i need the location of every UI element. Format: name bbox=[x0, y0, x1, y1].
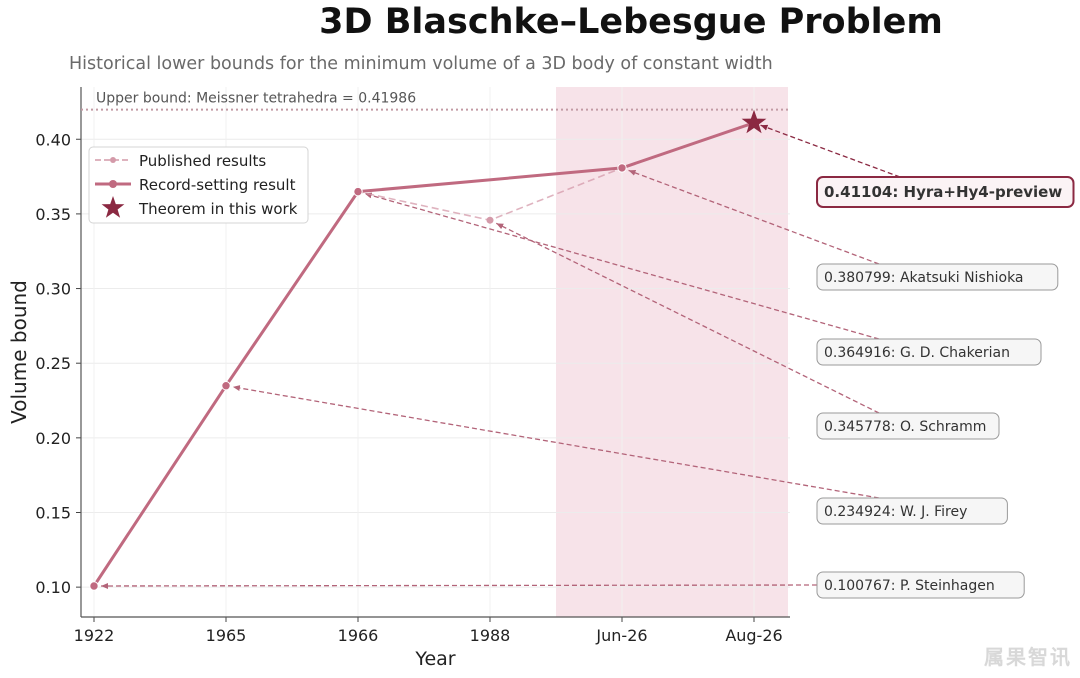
annotation-label: 0.41104: Hyra+Hy4-preview bbox=[824, 183, 1062, 201]
annotation-arrow bbox=[760, 124, 901, 178]
record-point bbox=[221, 381, 231, 391]
x-tick-label: 1988 bbox=[470, 626, 511, 645]
x-axis-title: Year bbox=[414, 648, 455, 670]
y-tick-label: 0.35 bbox=[35, 205, 71, 224]
annotation-box bbox=[816, 571, 1025, 599]
annotation-box bbox=[816, 338, 1042, 366]
x-tick-label: 1922 bbox=[74, 626, 115, 645]
published-point bbox=[486, 216, 494, 224]
y-tick-label: 0.25 bbox=[35, 354, 71, 373]
y-tick-label: 0.10 bbox=[35, 578, 71, 597]
record-point bbox=[353, 186, 363, 197]
y-tick-label: 0.20 bbox=[35, 429, 71, 448]
highlight-region bbox=[556, 87, 788, 617]
y-tick-label: 0.15 bbox=[35, 503, 71, 522]
record-point bbox=[617, 163, 627, 173]
legend-star-marker bbox=[101, 196, 125, 218]
upper-bound-label: Upper bound: Meissner tetrahedra = 0.419… bbox=[96, 91, 416, 107]
annotation-label: 0.234924: W. J. Firey bbox=[824, 504, 967, 520]
record-point bbox=[89, 581, 99, 591]
annotation-arrow bbox=[364, 192, 880, 340]
annotation-label: 0.100767: P. Steinhagen bbox=[824, 578, 995, 594]
x-tick-label: 1965 bbox=[206, 626, 247, 645]
annotation-label: 0.345778: O. Schramm bbox=[824, 419, 986, 435]
y-tick-label: 0.30 bbox=[35, 280, 71, 299]
chart-subtitle: Historical lower bounds for the minimum … bbox=[69, 54, 773, 74]
theorem-star-marker bbox=[741, 109, 767, 134]
annotation-box bbox=[816, 412, 1000, 440]
x-tick-label: Jun-26 bbox=[595, 626, 647, 645]
x-tick-label: 1966 bbox=[338, 626, 379, 645]
annotation-label: 0.364916: G. D. Chakerian bbox=[824, 345, 1010, 361]
annotation-label: 0.380799: Akatsuki Nishioka bbox=[824, 270, 1024, 286]
y-tick-label: 0.40 bbox=[35, 130, 71, 149]
legend-published-marker bbox=[110, 157, 116, 163]
watermark-logo: 属果智讯 bbox=[984, 645, 1072, 669]
legend-label: Published results bbox=[139, 152, 266, 170]
annotation-arrow bbox=[100, 582, 818, 589]
legend-record-marker bbox=[109, 180, 117, 188]
legend-label: Record-setting result bbox=[139, 176, 296, 194]
annotation-box bbox=[816, 176, 1075, 208]
x-tick-label: Aug-26 bbox=[725, 626, 782, 645]
annotation-box bbox=[816, 497, 1008, 525]
annotation-box bbox=[816, 263, 1059, 291]
legend-box bbox=[88, 146, 309, 224]
annotation-arrow bbox=[495, 222, 880, 414]
chart-title: 3D Blaschke–Lebesgue Problem bbox=[319, 2, 943, 42]
legend-label: Theorem in this work bbox=[138, 200, 298, 218]
annotation-arrow bbox=[628, 169, 880, 265]
y-axis-title: Volume bound bbox=[7, 280, 31, 424]
annotation-arrow bbox=[232, 385, 880, 499]
